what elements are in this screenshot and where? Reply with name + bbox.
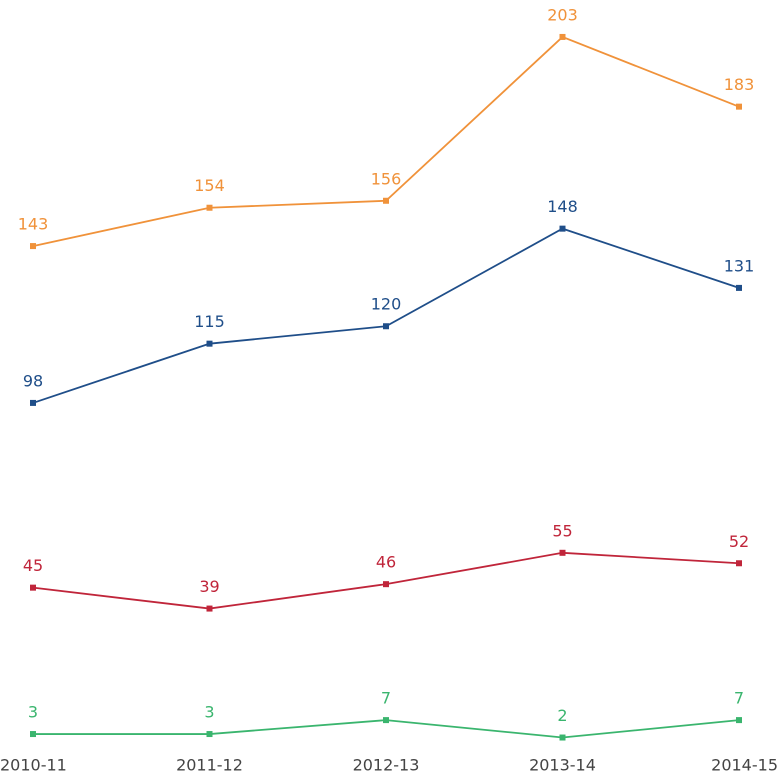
- point: [30, 731, 36, 738]
- x-tick-label: 2010-11: [0, 756, 67, 775]
- point: [736, 560, 742, 567]
- data-label: 39: [199, 577, 219, 596]
- data-label: 52: [729, 532, 749, 551]
- point: [30, 584, 36, 591]
- data-label: 7: [734, 689, 744, 708]
- data-label: 148: [547, 197, 578, 216]
- point: [559, 734, 566, 741]
- point: [383, 197, 389, 204]
- point: [206, 605, 213, 612]
- data-label: 154: [194, 176, 225, 195]
- data-label: 131: [724, 256, 755, 275]
- data-label: 120: [371, 295, 402, 314]
- point: [206, 204, 213, 211]
- point: [383, 323, 389, 330]
- data-label: 3: [204, 703, 214, 722]
- data-label: 115: [194, 312, 225, 331]
- point: [736, 717, 742, 724]
- data-label: 98: [23, 371, 43, 390]
- x-tick-label: 2014-15: [711, 756, 778, 775]
- point: [30, 399, 36, 406]
- point: [559, 225, 566, 232]
- data-label: 7: [381, 689, 391, 708]
- series-line: [32, 35, 740, 247]
- point: [736, 284, 742, 291]
- data-label: 203: [547, 5, 578, 24]
- data-label: 183: [724, 75, 755, 94]
- data-label: 55: [552, 521, 572, 540]
- point: [736, 103, 742, 110]
- data-label: 2: [557, 706, 567, 725]
- data-label: 45: [23, 556, 43, 575]
- point: [206, 340, 213, 347]
- data-label: 156: [371, 169, 402, 188]
- point: [383, 717, 389, 724]
- point: [559, 33, 566, 40]
- data-label: 143: [18, 215, 49, 234]
- point: [206, 731, 213, 738]
- data-label: 46: [376, 553, 396, 572]
- x-tick-label: 2011-12: [176, 756, 243, 775]
- data-label: 3: [28, 703, 38, 722]
- series-line: [32, 227, 740, 404]
- x-tick-label: 2013-14: [529, 756, 596, 775]
- x-tick-label: 2012-13: [353, 756, 420, 775]
- point: [30, 243, 36, 250]
- point: [559, 549, 566, 556]
- point: [383, 581, 389, 588]
